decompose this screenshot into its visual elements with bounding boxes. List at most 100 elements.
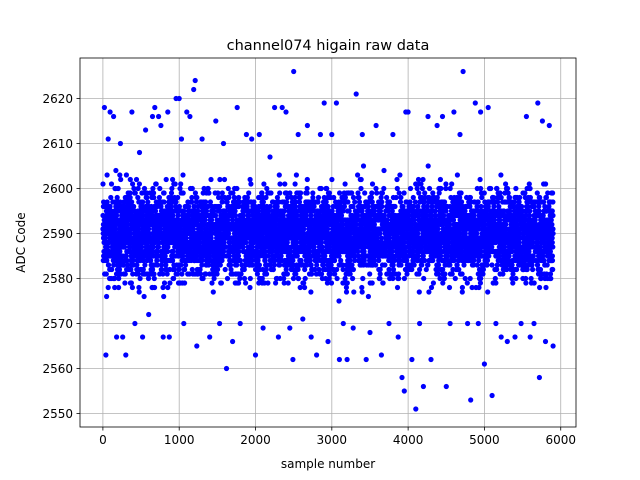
- data-point: [409, 266, 415, 273]
- data-point: [432, 208, 438, 214]
- data-point: [189, 266, 195, 273]
- data-point: [108, 181, 115, 187]
- data-point: [360, 275, 366, 282]
- data-point: [219, 190, 225, 196]
- data-point: [384, 271, 390, 277]
- data-point: [441, 212, 447, 219]
- data-point: [108, 194, 114, 201]
- data-point: [476, 257, 482, 264]
- data-point: [264, 185, 270, 192]
- data-point: [327, 244, 333, 250]
- data-point: [449, 271, 455, 277]
- data-point: [211, 275, 217, 282]
- data-point: [320, 262, 327, 268]
- data-point: [392, 203, 398, 210]
- data-point: [342, 194, 348, 201]
- data-point: [131, 185, 137, 192]
- data-point: [318, 185, 324, 192]
- data-point: [218, 280, 224, 286]
- data-point: [331, 257, 338, 264]
- data-point: [201, 221, 207, 228]
- data-point: [263, 266, 269, 273]
- data-point: [195, 208, 201, 214]
- data-point: [325, 203, 331, 210]
- data-point: [236, 280, 242, 286]
- data-point: [444, 253, 451, 259]
- data-point: [127, 190, 133, 196]
- data-point: [304, 185, 310, 192]
- data-point: [416, 271, 422, 277]
- data-point: [312, 266, 318, 273]
- data-point: [148, 257, 154, 264]
- data-point: [386, 266, 392, 273]
- data-point: [443, 185, 449, 192]
- data-point: [350, 203, 356, 210]
- data-point: [169, 185, 175, 192]
- data-point: [411, 217, 417, 223]
- data-point: [411, 203, 417, 210]
- data-point: [355, 248, 361, 255]
- data-point: [183, 235, 189, 241]
- data-point: [430, 257, 436, 264]
- data-point: [105, 244, 111, 250]
- data-point: [256, 262, 262, 268]
- data-point: [426, 289, 432, 295]
- data-point: [154, 257, 160, 264]
- data-point: [340, 221, 346, 228]
- data-point: [316, 266, 322, 273]
- data-point: [100, 181, 106, 187]
- data-point: [244, 203, 250, 210]
- data-point: [471, 212, 477, 219]
- data-point: [438, 185, 444, 192]
- data-point: [394, 176, 400, 183]
- data-point: [246, 190, 252, 196]
- data-point: [328, 262, 334, 268]
- data-point: [290, 275, 297, 282]
- data-point: [328, 280, 335, 286]
- data-point: [205, 203, 211, 210]
- data-point: [247, 275, 253, 282]
- data-point: [476, 284, 482, 291]
- data-point: [285, 194, 291, 201]
- data-point: [347, 257, 353, 264]
- data-point: [170, 257, 176, 264]
- data-point: [309, 271, 315, 277]
- data-point: [212, 212, 219, 219]
- data-point: [135, 194, 141, 201]
- data-point: [247, 176, 253, 183]
- data-point: [358, 185, 364, 192]
- data-point: [307, 257, 313, 264]
- data-point: [241, 266, 247, 273]
- data-point: [265, 253, 271, 259]
- data-point: [232, 212, 239, 219]
- data-point: [189, 194, 195, 201]
- data-point: [430, 190, 436, 196]
- data-point: [413, 181, 419, 187]
- data-point: [128, 266, 134, 273]
- data-point: [137, 275, 143, 282]
- data-point: [270, 266, 276, 273]
- data-point: [267, 262, 274, 268]
- data-point: [451, 257, 457, 264]
- data-point: [123, 172, 129, 178]
- data-point: [236, 203, 242, 210]
- data-point: [170, 248, 176, 255]
- data-point: [459, 199, 465, 205]
- data-point: [186, 212, 192, 219]
- data-point: [207, 199, 213, 205]
- data-point: [241, 275, 248, 282]
- data-point: [302, 275, 308, 282]
- data-point: [161, 199, 167, 205]
- data-point: [161, 293, 167, 300]
- data-point: [136, 181, 142, 187]
- data-point: [381, 167, 387, 174]
- data-point: [436, 190, 442, 196]
- data-point: [396, 271, 402, 277]
- data-point: [106, 262, 112, 268]
- data-point: [136, 226, 142, 232]
- data-point: [150, 266, 156, 273]
- data-point: [393, 194, 399, 201]
- data-points: [100, 68, 556, 412]
- data-point: [226, 230, 232, 237]
